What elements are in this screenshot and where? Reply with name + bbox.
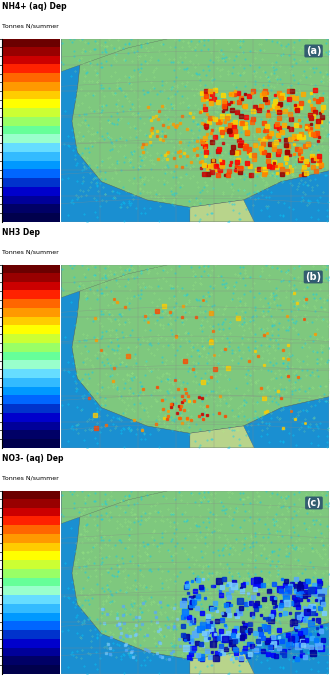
Text: NH4+ (aq) Dep: NH4+ (aq) Dep: [2, 2, 66, 11]
Polygon shape: [61, 491, 168, 523]
Text: NH3 Dep: NH3 Dep: [2, 228, 40, 237]
Polygon shape: [72, 39, 329, 207]
Text: Tonnes N/summer: Tonnes N/summer: [2, 475, 58, 480]
Polygon shape: [190, 652, 254, 674]
Polygon shape: [190, 200, 254, 222]
Text: (b): (b): [305, 272, 321, 282]
Polygon shape: [72, 491, 329, 659]
Text: Tonnes N/summer: Tonnes N/summer: [2, 23, 58, 28]
Text: Tonnes N/summer: Tonnes N/summer: [2, 249, 58, 254]
Polygon shape: [61, 39, 168, 72]
Polygon shape: [190, 426, 254, 448]
Text: NO3- (aq) Dep: NO3- (aq) Dep: [2, 454, 63, 463]
Text: (c): (c): [307, 498, 321, 508]
Text: (a): (a): [306, 46, 321, 56]
Polygon shape: [61, 264, 168, 298]
Polygon shape: [72, 264, 329, 433]
